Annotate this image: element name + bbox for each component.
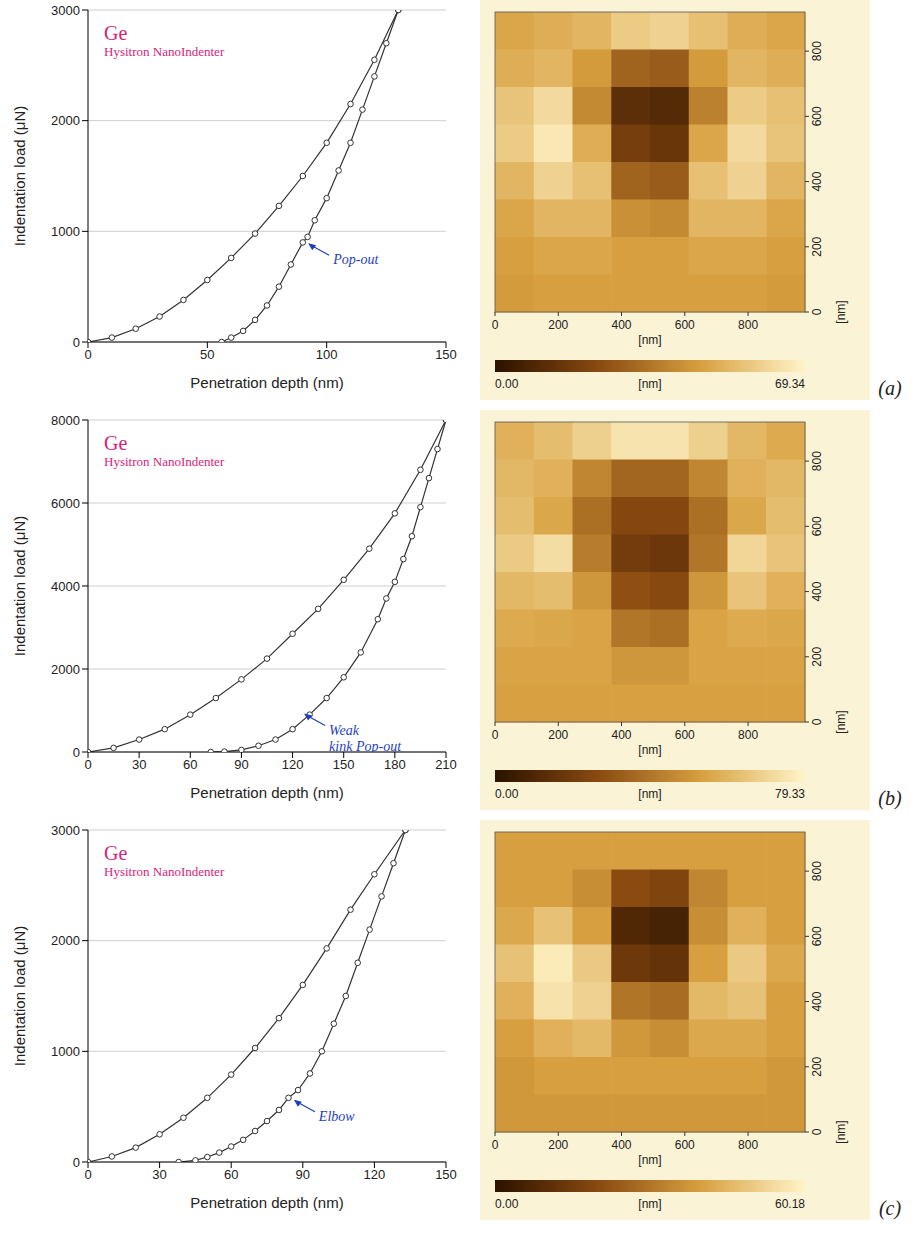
svg-text:90: 90	[234, 757, 248, 772]
svg-text:0: 0	[810, 1128, 824, 1135]
svg-text:800: 800	[810, 41, 824, 61]
svg-text:90: 90	[296, 1167, 310, 1182]
svg-text:600: 600	[810, 106, 824, 126]
svg-text:400: 400	[612, 728, 632, 742]
svg-text:400: 400	[810, 991, 824, 1011]
svg-text:0: 0	[810, 308, 824, 315]
html-text:(a): (a)	[878, 377, 902, 399]
svg-text:[nm]: [nm]	[834, 710, 848, 733]
svg-text:0.00: 0.00	[495, 1197, 519, 1211]
svg-text:[nm]: [nm]	[638, 1153, 661, 1167]
html-text:(c): (c)	[878, 1197, 902, 1219]
svg-text:600: 600	[675, 1138, 695, 1152]
html-text:(b): (b)	[878, 787, 902, 809]
svg-text:2000: 2000	[51, 113, 80, 128]
svg-text:0: 0	[84, 347, 91, 362]
svg-text:Weakkink Pop-out: Weakkink Pop-out	[329, 723, 402, 753]
svg-text:0: 0	[492, 728, 499, 742]
svg-text:0: 0	[84, 757, 91, 772]
svg-text:800: 800	[810, 861, 824, 881]
svg-text:200: 200	[810, 236, 824, 256]
svg-text:2000: 2000	[51, 662, 80, 677]
svg-text:30: 30	[132, 757, 146, 772]
svg-text:200: 200	[810, 646, 824, 666]
svg-text:0.00: 0.00	[495, 377, 519, 391]
svg-text:600: 600	[675, 318, 695, 332]
svg-text:6000: 6000	[51, 496, 80, 511]
svg-text:150: 150	[435, 347, 457, 362]
svg-text:[nm]: [nm]	[638, 743, 661, 757]
svg-text:69.34: 69.34	[775, 377, 805, 391]
svg-text:600: 600	[810, 516, 824, 536]
svg-text:Indentation load (μN): Indentation load (μN)	[11, 926, 28, 1066]
html-text:Ge: Ge	[104, 432, 128, 454]
svg-text:200: 200	[810, 1056, 824, 1076]
svg-text:Penetration depth (nm): Penetration depth (nm)	[190, 374, 343, 391]
svg-text:800: 800	[738, 1138, 758, 1152]
svg-text:0: 0	[492, 318, 499, 332]
svg-text:800: 800	[738, 318, 758, 332]
svg-text:Penetration depth (nm): Penetration depth (nm)	[190, 784, 343, 801]
html-text:Hysitron NanoIndenter: Hysitron NanoIndenter	[104, 44, 225, 59]
svg-text:[nm]: [nm]	[834, 1120, 848, 1143]
svg-text:600: 600	[810, 926, 824, 946]
svg-text:800: 800	[810, 451, 824, 471]
svg-text:800: 800	[738, 728, 758, 742]
svg-text:Penetration depth (nm): Penetration depth (nm)	[190, 1194, 343, 1211]
svg-text:30: 30	[152, 1167, 166, 1182]
svg-text:Pop-out: Pop-out	[332, 252, 379, 267]
svg-text:1000: 1000	[51, 1044, 80, 1059]
svg-text:[nm]: [nm]	[638, 377, 661, 391]
svg-text:150: 150	[435, 1167, 457, 1182]
svg-text:120: 120	[364, 1167, 386, 1182]
svg-text:0: 0	[73, 1155, 80, 1170]
svg-text:200: 200	[548, 1138, 568, 1152]
svg-text:400: 400	[810, 581, 824, 601]
html-text:Hysitron NanoIndenter: Hysitron NanoIndenter	[104, 454, 225, 469]
svg-text:[nm]: [nm]	[638, 787, 661, 801]
svg-text:200: 200	[548, 318, 568, 332]
svg-text:600: 600	[675, 728, 695, 742]
svg-text:8000: 8000	[51, 413, 80, 428]
svg-text:0.00: 0.00	[495, 787, 519, 801]
svg-text:400: 400	[810, 171, 824, 191]
svg-text:4000: 4000	[51, 579, 80, 594]
svg-text:2000: 2000	[51, 933, 80, 948]
svg-text:Indentation load (μN): Indentation load (μN)	[11, 516, 28, 656]
svg-text:[nm]: [nm]	[638, 333, 661, 347]
svg-text:3000: 3000	[51, 823, 80, 838]
svg-text:0: 0	[73, 335, 80, 350]
svg-text:400: 400	[612, 318, 632, 332]
svg-text:150: 150	[333, 757, 355, 772]
svg-text:0: 0	[810, 718, 824, 725]
svg-text:60: 60	[183, 757, 197, 772]
svg-text:210: 210	[435, 757, 457, 772]
svg-text:200: 200	[548, 728, 568, 742]
svg-text:400: 400	[612, 1138, 632, 1152]
html-text:Ge: Ge	[104, 22, 128, 44]
svg-text:[nm]: [nm]	[638, 1197, 661, 1211]
svg-text:3000: 3000	[51, 3, 80, 18]
svg-text:Elbow: Elbow	[318, 1109, 355, 1124]
svg-text:60.18: 60.18	[775, 1197, 805, 1211]
svg-text:1000: 1000	[51, 224, 80, 239]
html-text:Hysitron NanoIndenter: Hysitron NanoIndenter	[104, 864, 225, 879]
svg-text:0: 0	[492, 1138, 499, 1152]
svg-text:[nm]: [nm]	[834, 300, 848, 323]
svg-text:Indentation load (μN): Indentation load (μN)	[11, 106, 28, 246]
html-text:Ge: Ge	[104, 842, 128, 864]
svg-text:50: 50	[200, 347, 214, 362]
svg-text:0: 0	[84, 1167, 91, 1182]
svg-text:0: 0	[73, 745, 80, 760]
svg-text:60: 60	[224, 1167, 238, 1182]
svg-text:100: 100	[316, 347, 338, 362]
svg-text:180: 180	[384, 757, 406, 772]
svg-text:120: 120	[282, 757, 304, 772]
svg-text:79.33: 79.33	[775, 787, 805, 801]
